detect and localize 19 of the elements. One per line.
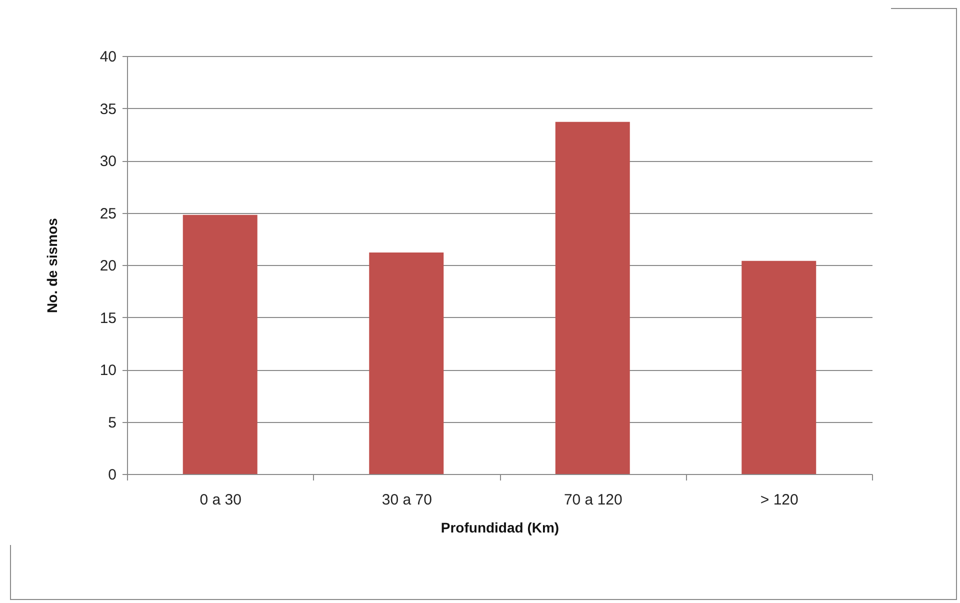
bar [742,260,816,474]
y-tick-label: 15 [100,310,116,327]
y-tick-label: 35 [100,100,116,118]
y-tick-label: 10 [100,362,116,379]
x-axis-title: Profundidad (Km) [440,520,560,536]
x-tick-label: 70 a 120 [564,492,622,508]
y-tick-label: 25 [100,205,116,222]
x-tick-label: > 120 [760,492,798,508]
bar [182,214,258,474]
x-tick-label: 0 a 30 [200,492,242,508]
bar [555,122,630,474]
y-tick-label: 5 [108,414,116,432]
y-tick-label: 30 [100,153,116,170]
y-tick-label: 40 [100,48,116,66]
bar [369,252,444,474]
y-tick-label: 0 [108,466,116,484]
y-axis-title: No. de sismos [44,218,60,313]
y-tick-label: 20 [100,258,116,274]
x-tick-label: 30 a 70 [382,492,432,508]
